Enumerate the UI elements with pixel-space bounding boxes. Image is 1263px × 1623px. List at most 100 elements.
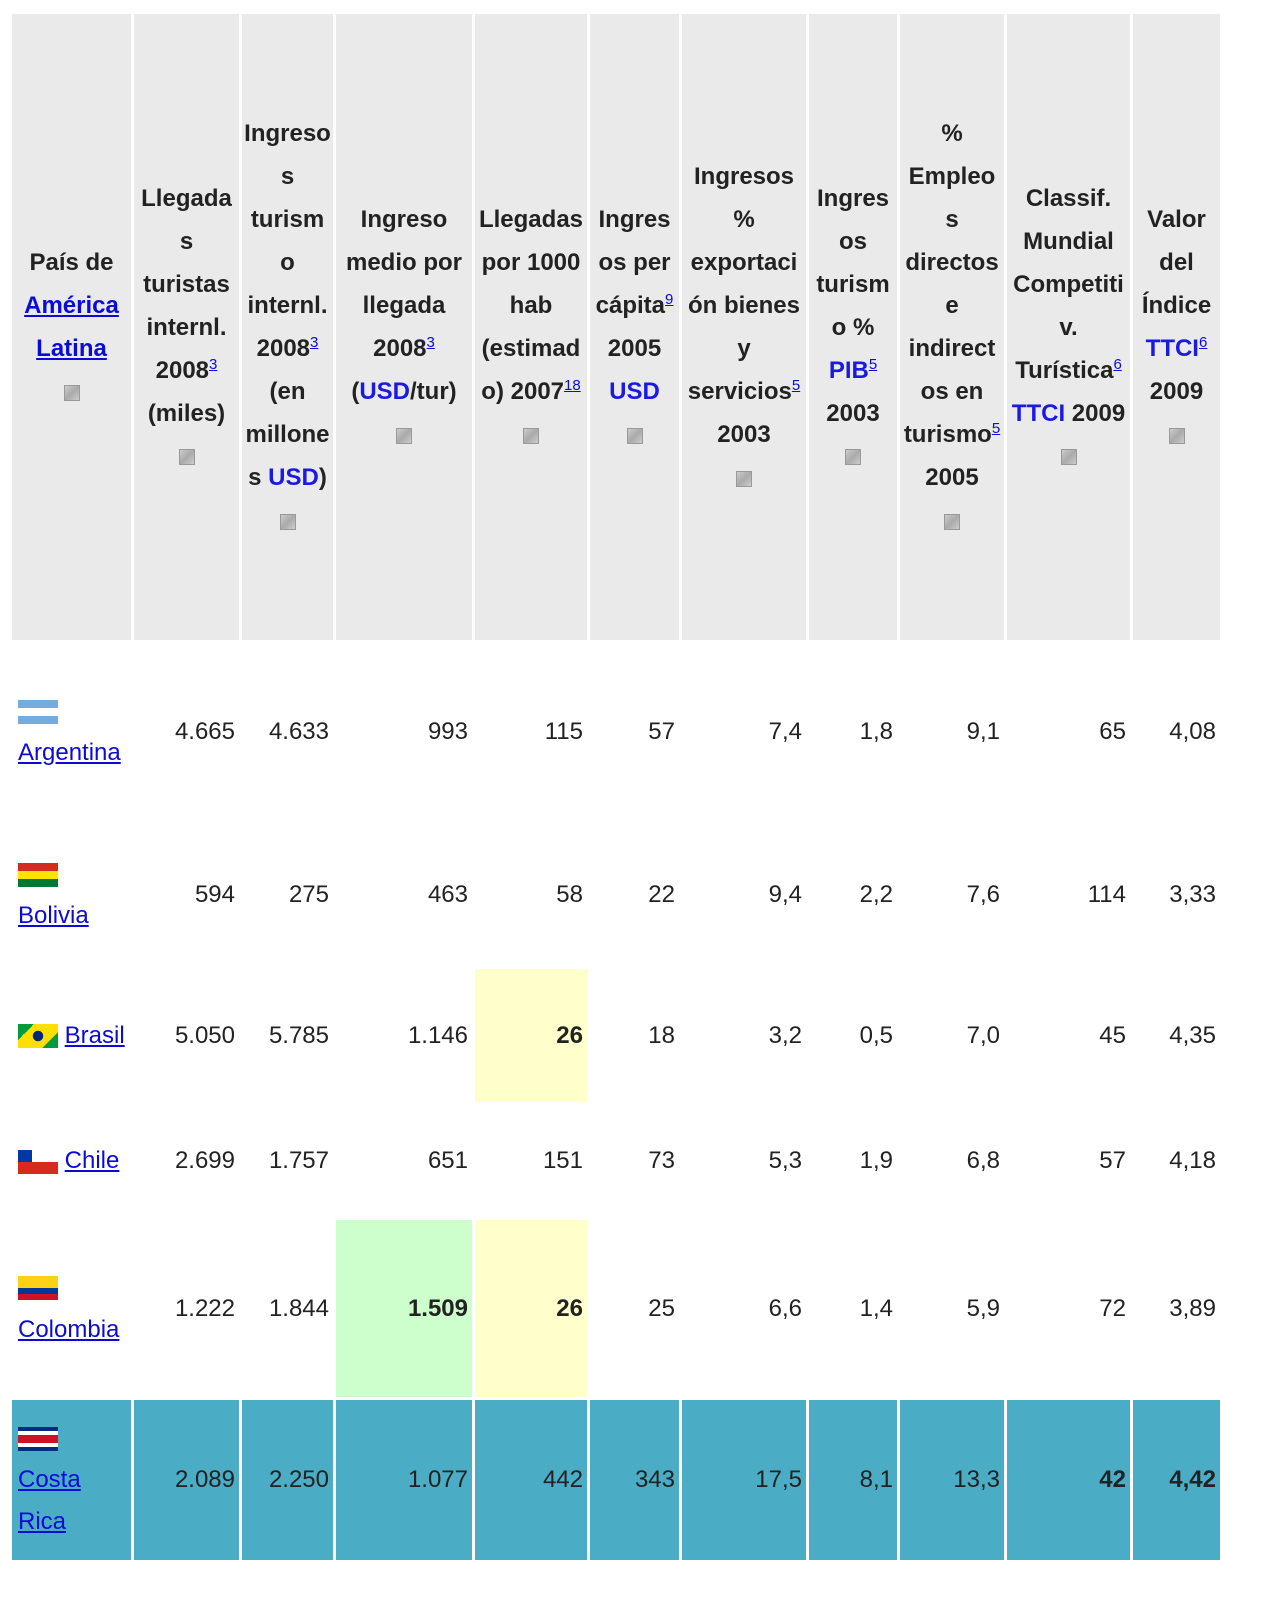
country-cell: Costa Rica [12,1400,131,1560]
header-text: Llegadas por 1000 hab (estimado) 2007 [478,206,584,405]
data-cell: 45 [1099,1021,1126,1049]
data-cell: 993 [427,718,468,745]
reference-link[interactable]: 6 [1198,334,1208,351]
header-text: 2003 [826,399,880,427]
sort-button[interactable] [1168,427,1185,444]
header-link[interactable]: USD [609,378,660,405]
reference-link[interactable]: 6 [1113,355,1122,373]
data-cell: 2.699 [174,1147,235,1174]
header-text: Ingreso medio por llegada 2008 [345,206,462,362]
data-cell: 4,18 [1169,1147,1216,1174]
header-text: Ingresos turismo % [816,184,890,341]
column-header: Valor del Índice TTCI6 2009 [1133,14,1220,640]
country-link[interactable]: Chile [64,1147,120,1174]
data-cell: 115 [544,718,583,745]
table-row: Chile 2.699 1.757 651 151 73 5,3 1,9 6,8 57 4,18 [12,1105,1220,1217]
reference-link[interactable]: 1 [564,377,573,394]
data-cell: 7,4 [768,718,802,745]
country-link[interactable]: Colombia [18,1315,120,1343]
sort-button[interactable] [279,513,296,530]
data-cell: 13,3 [953,1466,1000,1493]
data-cell: 4,35 [1169,1021,1216,1049]
header-text: ) [318,464,327,491]
flag-icon [18,1024,58,1049]
data-cell: 26 [475,969,587,1102]
data-cell: 151 [542,1147,583,1174]
header-text: Llegadas turistas internl. 2008 [141,184,232,384]
reference: 5 [792,377,800,394]
table-row: Colombia 1.222 1.844 1.509 26 25 6,6 1,4 5,9 72 3,… [12,1220,1220,1397]
data-cell: 72 [1099,1294,1126,1322]
sort-button[interactable] [736,470,752,487]
table-row: Brasil 5.050 5.785 1.146 26 18 3,2 0,5 7,0 45 4,35 [12,969,1220,1102]
flag-icon [18,1426,58,1451]
country-link[interactable]: Brasil [64,1021,125,1049]
reference-link[interactable]: 5 [991,420,1001,437]
sort-button[interactable] [1060,449,1077,466]
reference-link[interactable]: 9 [665,291,674,308]
data-cell: 463 [427,881,468,908]
data-cell: 0,5 [859,1021,893,1049]
data-cell: 58 [556,881,583,908]
data-cell: 9,4 [768,881,802,908]
column-header: Ingresos turismo % PIB5 2003 [809,14,897,640]
data-cell: 4,08 [1169,718,1216,745]
data-cell: 3,33 [1169,881,1216,908]
data-cell: 57 [648,718,675,745]
data-cell: 1.757 [268,1147,329,1174]
header-link[interactable]: TTCI [1145,335,1199,362]
data-cell: 3,89 [1169,1294,1216,1322]
header-link[interactable]: PIB [828,356,869,384]
column-header: Ingreso medio por llegada 20083 (USD/tur… [336,14,472,640]
sort-button[interactable] [523,427,539,444]
header-link[interactable]: TTCI [1011,399,1066,427]
data-cell: 1.222 [174,1294,235,1322]
reference-link[interactable]: 3 [209,355,218,373]
sort-button[interactable] [944,513,960,530]
data-cell: 343 [634,1466,675,1493]
data-cell: 3,2 [768,1021,802,1049]
header-text: Valor del Índice [1141,206,1212,319]
reference-link[interactable]: 3 [426,334,435,351]
data-cell: 42 [1099,1466,1126,1493]
sort-button[interactable] [845,449,861,466]
header-text: /tur) [410,378,457,405]
data-cell: 65 [1099,718,1126,745]
sort-button[interactable] [178,449,195,466]
reference-link[interactable]: 5 [868,355,878,373]
data-cell: 73 [648,1147,675,1174]
data-cell: 8,1 [859,1466,893,1493]
column-header: % Empleos directos e indirectos en turis… [900,14,1004,640]
flag-icon [18,1276,58,1301]
header-link[interactable]: USD [359,378,410,405]
column-header: Llegadas por 1000 hab (estimado) 200718 [475,14,587,640]
data-cell: 442 [542,1466,583,1493]
reference-link[interactable]: 8 [572,377,581,394]
data-cell: 594 [194,881,235,908]
sort-button[interactable] [396,427,412,444]
table-row: Bolivia 594 275 463 58 22 9,4 2,2 7,6 114 3,33 [12,824,1220,966]
country-link[interactable]: Argentina [18,739,121,766]
reference-link[interactable]: 3 [310,334,319,351]
header-text: 2009 [1065,399,1126,427]
data-cell: 1.509 [336,1220,472,1397]
data-cell: 57 [1099,1147,1126,1174]
data-cell: 5,9 [966,1294,1000,1322]
tourism-table: País de América Latina Llegadas turistas … [9,11,1223,1563]
sort-button[interactable] [626,427,643,444]
data-cell: 1.844 [268,1294,329,1322]
table-body: Argentina 4.665 4.633 993 115 57 7,4 1,8 9,1 65 4,… [12,643,1220,1560]
reference-link[interactable]: 5 [791,377,801,394]
country-link[interactable]: Costa Rica [18,1466,81,1535]
reference: 3 [209,356,217,373]
country-link[interactable]: Bolivia [18,902,89,929]
data-cell: 5,3 [768,1147,802,1174]
header-text: % Empleos directos e indirectos en turis… [903,120,999,448]
data-cell: 2.089 [174,1466,235,1493]
sort-button[interactable] [63,384,80,401]
header-text: Classif. Mundial Competitiv. Turística [1013,184,1124,384]
header-link[interactable]: USD [268,464,319,491]
header-link[interactable]: América Latina [24,292,119,362]
data-cell: 651 [427,1147,468,1174]
data-cell: 1,8 [859,718,893,745]
